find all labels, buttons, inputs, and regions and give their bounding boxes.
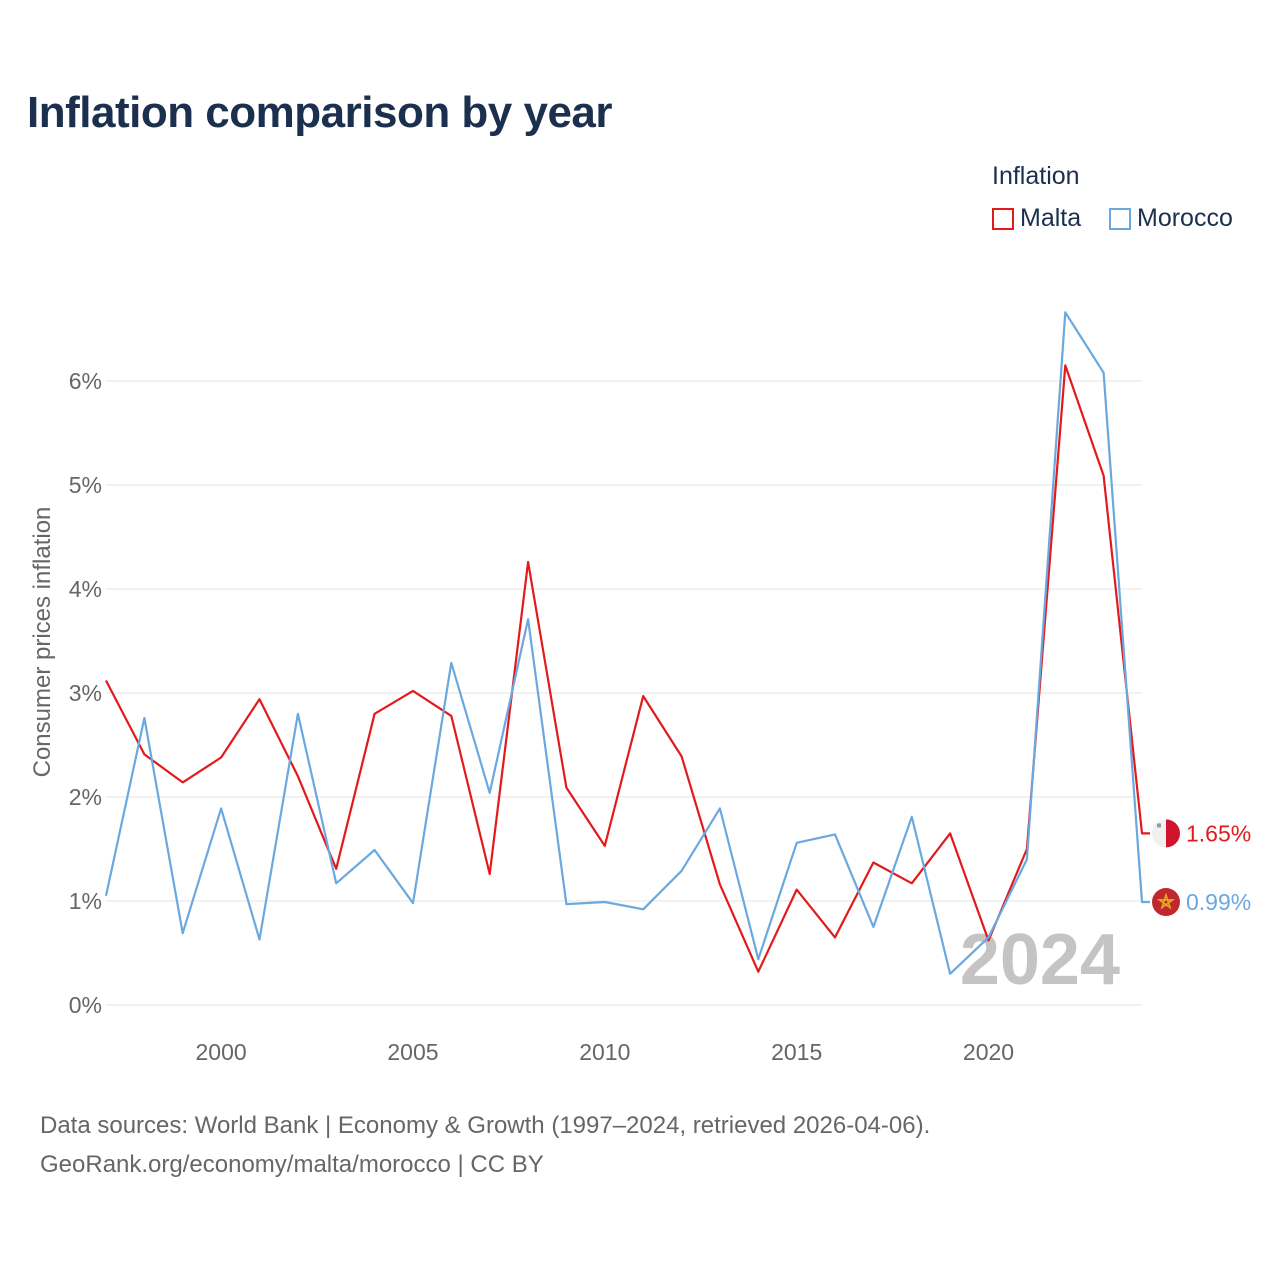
legend-label-morocco: Morocco	[1137, 204, 1233, 232]
x-tick-label: 2020	[963, 1039, 1014, 1065]
x-tick-label: 2010	[579, 1039, 630, 1065]
y-axis-label: Consumer prices inflation	[29, 507, 56, 778]
sources-line-2[interactable]: GeoRank.org/economy/malta/morocco | CC B…	[40, 1151, 544, 1178]
y-tick-label: 5%	[69, 472, 102, 498]
legend-swatch-malta	[992, 207, 1014, 230]
y-axis-ticks: 0% 1% 2% 3% 4% 5% 6%	[69, 368, 102, 1018]
x-tick-label: 2005	[387, 1039, 438, 1065]
series-lines	[104, 311, 1150, 975]
y-tick-label: 2%	[69, 784, 102, 810]
y-tick-label: 4%	[69, 576, 102, 602]
y-tick-label: 1%	[69, 888, 102, 914]
x-tick-label: 2000	[196, 1039, 247, 1065]
data-sources: Data sources: World Bank | Economy & Gro…	[40, 1106, 930, 1184]
year-watermark: 2024	[960, 920, 1120, 1000]
morocco-flag-icon	[1152, 888, 1180, 917]
gridlines	[106, 380, 1142, 1006]
x-tick-label: 2015	[771, 1039, 822, 1065]
legend-label-malta: Malta	[1020, 204, 1082, 232]
y-tick-label: 0%	[69, 992, 102, 1018]
end-labels: 1.65% 0.99%	[1152, 819, 1251, 917]
end-label-morocco: 0.99%	[1186, 889, 1251, 915]
chart-title: Inflation comparison by year	[27, 88, 613, 137]
legend-item-morocco[interactable]: Morocco	[1109, 204, 1233, 233]
legend-item-malta[interactable]: Malta	[992, 204, 1081, 233]
series-line-malta[interactable]	[105, 364, 1150, 973]
legend-swatch-morocco	[1109, 207, 1131, 230]
legend-title: Inflation	[992, 162, 1080, 190]
end-label-malta: 1.65%	[1186, 820, 1251, 846]
sources-line-1: Data sources: World Bank | Economy & Gro…	[40, 1112, 931, 1139]
y-tick-label: 3%	[69, 680, 102, 706]
malta-flag-icon	[1152, 819, 1181, 848]
series-line-morocco[interactable]	[104, 311, 1150, 975]
y-tick-label: 6%	[69, 368, 102, 394]
x-axis-ticks: 2000 2005 2010 2015 2020	[196, 1039, 1015, 1065]
